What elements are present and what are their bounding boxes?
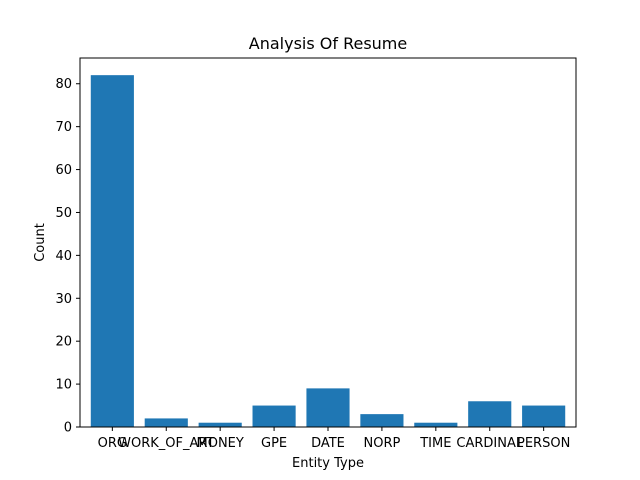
y-tick-label: 50 [55, 206, 72, 221]
x-tick-label: WORK_OF_ART [118, 436, 214, 451]
x-tick-label: ORG [98, 436, 127, 451]
x-tick-label: PERSON [517, 436, 570, 451]
x-tick-label: TIME [419, 436, 451, 451]
x-tick-label: DATE [311, 436, 345, 451]
y-tick-label: 80 [55, 77, 72, 92]
bar-cardinal [468, 401, 512, 427]
y-tick-label: 60 [55, 163, 72, 178]
bar-money [198, 422, 242, 427]
y-axis-label: Count [33, 223, 48, 262]
bar-person [522, 405, 566, 427]
x-tick-label: CARDINAL [456, 436, 523, 451]
bar-norp [360, 414, 404, 427]
y-axis: 0 10 20 30 40 50 60 70 80 [55, 77, 80, 436]
y-tick-label: 20 [55, 335, 72, 350]
bar-date [306, 388, 350, 427]
y-tick-label: 0 [64, 421, 72, 436]
plot-frame [79, 57, 577, 428]
y-tick-label: 40 [55, 249, 72, 264]
bar-time [414, 422, 458, 427]
y-tick-label: 30 [55, 292, 72, 307]
bar-work-of-art [144, 418, 188, 427]
chart-title: Analysis Of Resume [249, 34, 407, 53]
x-axis-label: Entity Type [292, 456, 364, 471]
y-tick-label: 70 [55, 120, 72, 135]
x-tick-label: GPE [261, 436, 287, 451]
bar-org [90, 75, 134, 427]
bar-gpe [252, 405, 296, 427]
x-tick-label: MONEY [197, 436, 244, 451]
y-tick-label: 10 [55, 378, 72, 393]
x-tick-label: NORP [363, 436, 400, 451]
bars-group [90, 75, 566, 427]
